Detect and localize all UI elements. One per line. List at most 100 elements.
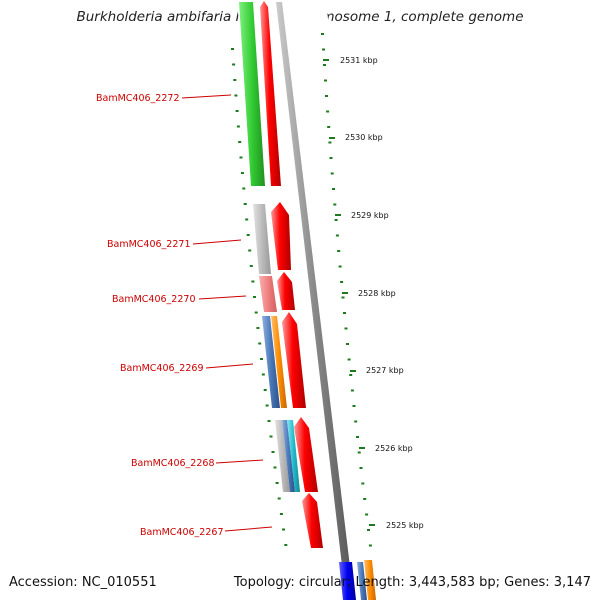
gene-label-2267[interactable]: BamMC406_2267 xyxy=(140,527,223,538)
left-tick-12 xyxy=(246,234,250,236)
left-tick-21 xyxy=(261,373,265,376)
right-tick-21 xyxy=(347,358,351,361)
right-tick-13 xyxy=(335,234,339,237)
left-tick-4 xyxy=(235,110,239,112)
major-tick-2529 xyxy=(335,214,341,216)
gene-2268-grey[interactable] xyxy=(275,420,290,492)
right-tick-17 xyxy=(341,296,345,299)
right-tick-23 xyxy=(350,389,354,392)
left-tick-18 xyxy=(256,327,260,329)
gene-2268-blue[interactable] xyxy=(282,420,295,492)
major-tick-2525 xyxy=(369,524,375,526)
major-tick-2526 xyxy=(359,447,365,449)
right-tick-12 xyxy=(334,219,338,221)
right-tick-11 xyxy=(333,203,337,206)
gene-2271-grey[interactable] xyxy=(253,204,271,274)
scale-label-2530: 2530 kbp xyxy=(345,133,383,142)
scale-label-2525: 2525 kbp xyxy=(386,521,424,530)
right-tick-19 xyxy=(344,327,348,330)
gene-2271-forward[interactable] xyxy=(271,202,291,270)
gene-2270-pink[interactable] xyxy=(259,276,277,312)
right-tick-32 xyxy=(367,529,370,531)
left-tick-28 xyxy=(275,482,279,484)
gene-bottom-steel[interactable] xyxy=(357,562,367,600)
leader-line-2270 xyxy=(198,295,247,300)
gene-label-2271[interactable]: BamMC406_2271 xyxy=(107,239,190,250)
right-tick-29 xyxy=(361,482,365,485)
gene-bottom-orange[interactable] xyxy=(364,560,376,600)
right-tick-15 xyxy=(338,265,342,268)
left-tick-27 xyxy=(273,466,277,469)
gene-label-2269[interactable]: BamMC406_2269 xyxy=(120,363,203,374)
right-tick-27 xyxy=(357,451,361,454)
left-tick-13 xyxy=(248,249,252,252)
scale-label-2528: 2528 kbp xyxy=(358,289,396,298)
left-tick-20 xyxy=(260,358,263,360)
gene-2272-forward[interactable] xyxy=(260,1,281,186)
right-tick-33 xyxy=(368,544,372,547)
accession-text: Accession: NC_010551 xyxy=(9,575,157,590)
gene-label-2268[interactable]: BamMC406_2268 xyxy=(131,458,214,469)
left-tick-1 xyxy=(232,63,236,66)
chromosome-backbone xyxy=(276,2,354,600)
right-tick-8 xyxy=(329,157,333,159)
gene-label-2270[interactable]: BamMC406_2270 xyxy=(112,294,195,305)
left-tick-17 xyxy=(254,311,258,314)
leader-line-2271 xyxy=(192,239,242,245)
right-tick-31 xyxy=(365,513,369,516)
right-tick-7 xyxy=(328,141,332,144)
gene-2269-orange[interactable] xyxy=(271,316,287,408)
left-tick-11 xyxy=(245,218,249,221)
left-tick-6 xyxy=(238,141,242,143)
scale-labels: 2531 kbp 2530 kbp 2529 kbp 2528 kbp 2527… xyxy=(323,56,424,530)
left-tick-22 xyxy=(263,389,267,391)
right-tick-14 xyxy=(337,250,341,252)
right-tick-4 xyxy=(325,95,328,97)
right-minor-ticks xyxy=(321,33,372,547)
left-tick-16 xyxy=(253,296,256,298)
left-tick-0 xyxy=(231,48,234,50)
left-tick-14 xyxy=(249,265,253,267)
gene-label-2272[interactable]: BamMC406_2272 xyxy=(96,93,179,104)
left-tick-10 xyxy=(243,203,247,205)
right-tick-24 xyxy=(352,405,356,407)
gene-2270-forward[interactable] xyxy=(277,272,295,310)
left-tick-31 xyxy=(282,528,285,531)
scale-label-2526: 2526 kbp xyxy=(375,444,413,453)
left-tick-24 xyxy=(267,420,271,422)
right-tick-1 xyxy=(322,48,325,51)
genome-summary-text: Topology: circular; Length: 3,443,583 bp… xyxy=(233,575,591,590)
left-tick-3 xyxy=(234,94,238,97)
gene-2268-forward[interactable] xyxy=(294,417,318,492)
right-tick-3 xyxy=(324,79,327,82)
left-minor-ticks xyxy=(231,48,288,546)
gene-2268-cyan[interactable] xyxy=(287,420,300,492)
left-tick-8 xyxy=(240,172,244,174)
gene-bottom-blue[interactable] xyxy=(339,562,356,600)
leader-line-2269 xyxy=(205,363,254,369)
gene-2269-blue[interactable] xyxy=(262,316,280,408)
left-tick-32 xyxy=(284,544,288,546)
gene-2267-forward[interactable] xyxy=(302,493,323,548)
left-tick-19 xyxy=(258,342,262,345)
scale-label-2527: 2527 kbp xyxy=(366,366,404,375)
scale-label-2529: 2529 kbp xyxy=(351,211,389,220)
right-tick-30 xyxy=(363,498,367,500)
right-tick-25 xyxy=(354,420,358,423)
gene-2272-green[interactable] xyxy=(239,2,265,186)
right-tick-22 xyxy=(349,374,353,376)
leader-line-2267 xyxy=(224,526,273,532)
gene-2269-forward[interactable] xyxy=(282,312,306,408)
leader-line-2268 xyxy=(215,459,264,464)
left-tick-15 xyxy=(251,280,255,283)
right-tick-16 xyxy=(340,281,344,283)
major-tick-2531 xyxy=(323,59,329,61)
left-tick-5 xyxy=(236,125,240,128)
right-tick-5 xyxy=(326,110,330,113)
right-tick-28 xyxy=(359,467,363,469)
right-tick-18 xyxy=(343,312,346,314)
major-tick-2528 xyxy=(342,292,348,294)
left-tick-23 xyxy=(265,404,269,407)
right-tick-0 xyxy=(321,33,324,35)
